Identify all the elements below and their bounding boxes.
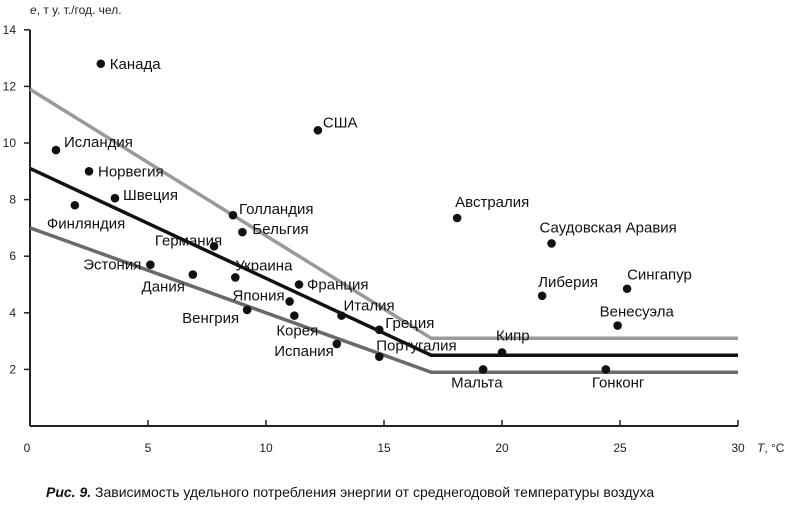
x-tick-label: 15 — [377, 441, 391, 455]
point-label: Кипр — [496, 327, 530, 344]
point-label: Португалия — [376, 338, 456, 355]
point-label: Исландия — [64, 134, 133, 151]
y-tick-label: 8 — [9, 193, 16, 207]
trend-line-3 — [29, 226, 738, 374]
point-label: Греция — [385, 315, 434, 332]
data-point — [537, 291, 547, 301]
y-tick-label: 10 — [3, 136, 17, 150]
caption-label: Рис. 9. — [46, 484, 92, 500]
data-point — [332, 339, 342, 349]
data-point — [478, 365, 488, 374]
data-point — [70, 200, 80, 210]
x-tick-label: 10 — [259, 441, 273, 455]
y-tick-label: 4 — [9, 306, 16, 320]
data-point — [285, 297, 294, 306]
point-label: Канада — [110, 56, 161, 73]
point-label: Испания — [274, 343, 334, 360]
point-label: Корея — [276, 323, 318, 340]
trend-line-2 — [29, 166, 738, 357]
point-label: Саудовская Аравия — [540, 219, 677, 236]
data-point — [601, 365, 611, 374]
point-label: Бельгия — [252, 221, 308, 238]
data-point — [231, 273, 240, 282]
x-tick-label: 5 — [145, 441, 152, 455]
point-label: Дания — [142, 279, 185, 296]
data-point — [374, 352, 384, 361]
data-point — [313, 125, 323, 135]
chart: 2 4 6 8 10 12 14 0 5 10 15 20 25 30 e, т у. т./год. че… — [3, 3, 785, 455]
point-label: Финляндия — [47, 215, 125, 232]
point-label: США — [323, 114, 358, 131]
data-point — [547, 239, 556, 248]
point-label: Австралия — [455, 194, 529, 211]
data-point — [242, 305, 252, 315]
data-point — [337, 311, 346, 320]
y-tick-label: 6 — [9, 249, 16, 263]
point-label: Гонконг — [592, 374, 645, 391]
point-label: Норвегия — [98, 163, 164, 180]
figure-caption: Рис. 9. Зависимость удельного потреблени… — [46, 484, 654, 500]
y-tick-label: 14 — [3, 23, 17, 37]
point-label: Либерия — [538, 274, 598, 291]
point-label: Украина — [235, 257, 293, 274]
data-point — [110, 193, 120, 203]
trend-line-1 — [29, 87, 738, 341]
point-label: Швеция — [123, 187, 178, 204]
point-label: Мальта — [451, 374, 503, 391]
data-point — [96, 59, 106, 69]
data-point — [238, 227, 247, 237]
data-point — [84, 167, 94, 176]
x-tick-label: 30 — [731, 441, 745, 455]
caption-text: Зависимость удельного потребления энерги… — [91, 484, 655, 500]
point-label: Голландия — [239, 201, 314, 218]
point-label: Сингапур — [627, 267, 692, 284]
point-label: Венгрия — [182, 310, 239, 327]
data-point — [613, 321, 622, 330]
point-label: Эстония — [83, 257, 141, 274]
data-point — [228, 210, 238, 220]
data-point — [51, 145, 61, 155]
data-point — [374, 325, 384, 335]
x-axis-title: T, °C — [757, 441, 785, 455]
point-label: Германия — [155, 232, 222, 249]
point-label: Франция — [307, 277, 368, 294]
data-point — [146, 260, 155, 269]
x-tick-label: 20 — [495, 441, 509, 455]
data-point — [290, 311, 299, 320]
data-point — [622, 284, 632, 294]
data-point — [209, 241, 219, 251]
y-axis-title: e, т у. т./год. чел. — [30, 3, 122, 17]
point-label: Италия — [344, 298, 395, 315]
x-tick-label: 0 — [24, 441, 31, 455]
data-point — [294, 280, 304, 289]
data-point — [188, 270, 198, 279]
point-label: Япония — [233, 287, 285, 304]
y-tick-label: 12 — [3, 79, 17, 93]
y-tick-label: 2 — [9, 362, 16, 376]
point-label: Венесуэла — [600, 304, 675, 321]
data-point — [497, 348, 507, 357]
data-point — [452, 213, 462, 223]
x-tick-label: 25 — [613, 441, 627, 455]
